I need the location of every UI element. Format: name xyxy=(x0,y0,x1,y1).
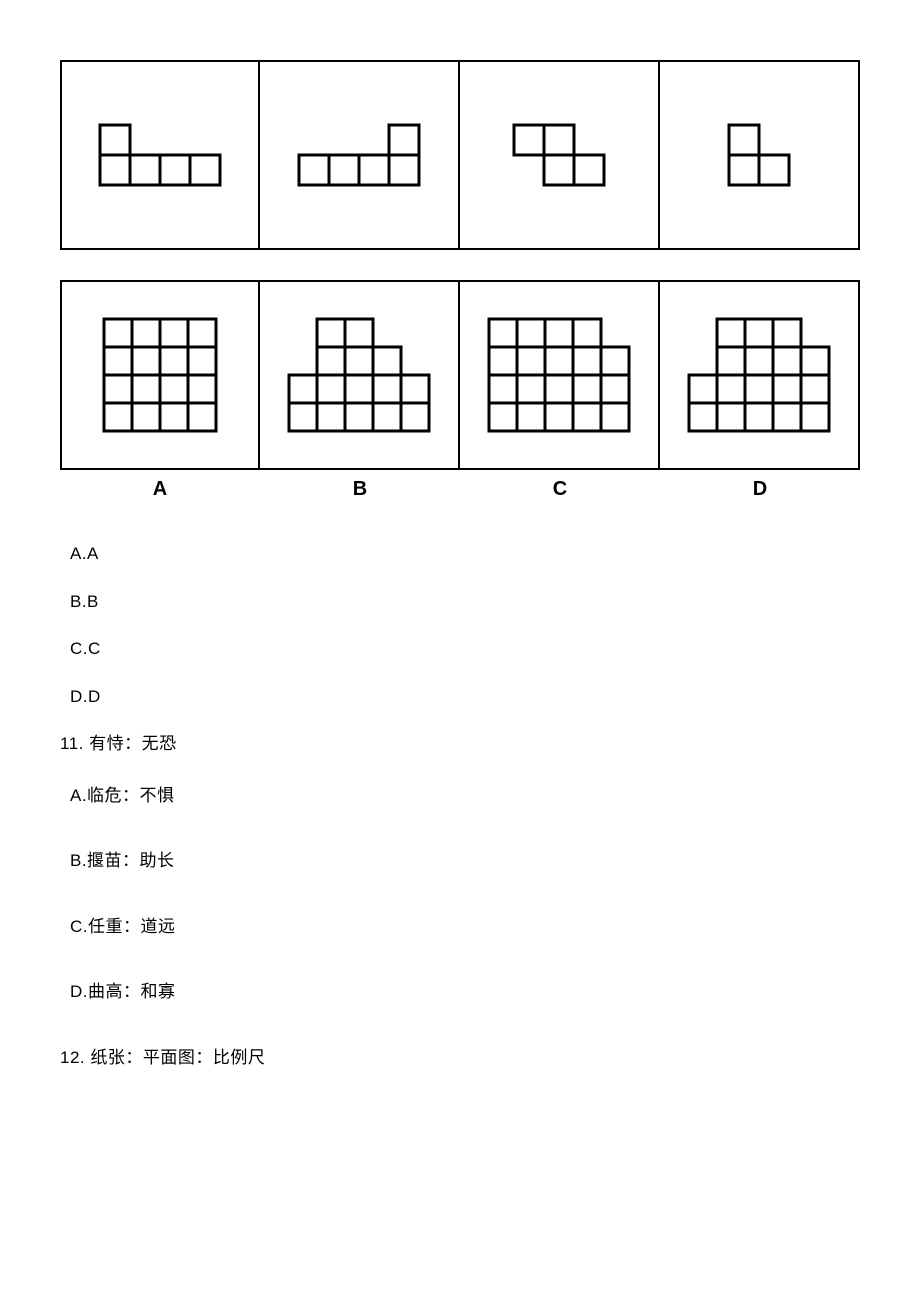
q11-option: A.临危：不惧 xyxy=(60,783,860,809)
polyomino-shape xyxy=(295,121,423,189)
polyomino-shape xyxy=(685,315,833,435)
polyomino-shape xyxy=(285,315,433,435)
page: ABCD A.A B.B C.C D.D 11. 有恃：无恐 A.临危：不惧 B.揠苗：… xyxy=(0,0,920,1120)
q11-option: C.任重：道远 xyxy=(60,914,860,940)
figure-cell xyxy=(660,60,860,250)
simple-option: B.B xyxy=(70,589,860,615)
q12-stem: 12. 纸张：平面图：比例尺 xyxy=(60,1045,860,1071)
simple-option: A.A xyxy=(70,541,860,567)
q11-option: B.揠苗：助长 xyxy=(60,848,860,874)
figure-cell xyxy=(60,280,260,470)
q12-number: 12. xyxy=(60,1048,85,1067)
figure-row-1 xyxy=(60,60,860,250)
figure-cell xyxy=(260,280,460,470)
figure-cell xyxy=(260,60,460,250)
figure-cell xyxy=(660,280,860,470)
figure-row-2 xyxy=(60,280,860,470)
simple-options-block: A.A B.B C.C D.D xyxy=(60,541,860,709)
polyomino-shape xyxy=(96,121,224,189)
polyomino-shape xyxy=(510,121,608,189)
answer-label: D xyxy=(660,478,860,501)
q12-stem-text: 纸张：平面图：比例尺 xyxy=(90,1048,265,1067)
figure-cell xyxy=(60,60,260,250)
polyomino-shape xyxy=(100,315,220,435)
answer-labels-row: ABCD xyxy=(60,478,860,501)
simple-option: C.C xyxy=(70,636,860,662)
q11-stem-text: 有恃：无恐 xyxy=(89,734,177,753)
q11-option: D.曲高：和寡 xyxy=(60,979,860,1005)
answer-label: B xyxy=(260,478,460,501)
figure-cell xyxy=(460,60,660,250)
answer-label: A xyxy=(60,478,260,501)
polyomino-shape xyxy=(725,121,793,189)
q11-stem: 11. 有恃：无恐 xyxy=(60,731,860,757)
answer-label: C xyxy=(460,478,660,501)
q11-options: A.临危：不惧 B.揠苗：助长 C.任重：道远 D.曲高：和寡 xyxy=(60,783,860,1005)
simple-option: D.D xyxy=(70,684,860,710)
polyomino-shape xyxy=(485,315,633,435)
figure-cell xyxy=(460,280,660,470)
q11-number: 11. xyxy=(60,734,84,753)
